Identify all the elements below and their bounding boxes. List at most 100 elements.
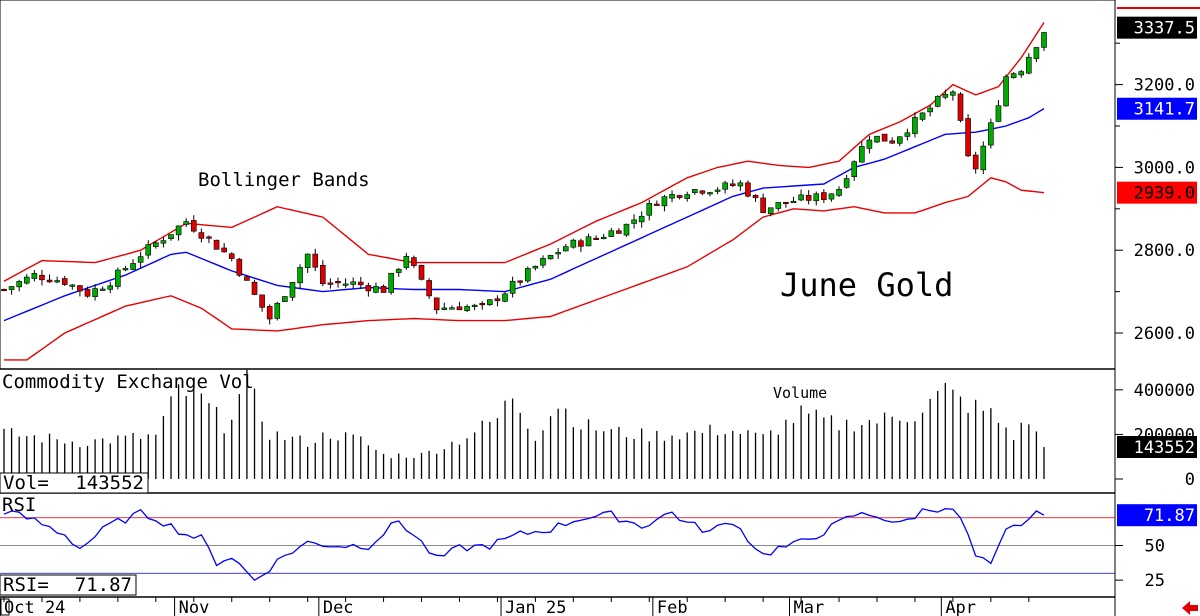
candle-body — [752, 195, 759, 199]
candle-body — [593, 237, 599, 240]
candle-body — [77, 285, 83, 292]
candle-body — [942, 93, 949, 98]
candle-body — [896, 136, 903, 144]
candle-body — [130, 263, 136, 270]
last-price-badge-label: 3337.5 — [1134, 19, 1195, 39]
volume-panel-label: Commodity Exchange Vol — [2, 371, 254, 393]
candle-body — [934, 96, 941, 107]
candle-body — [320, 264, 326, 285]
candle-body — [61, 278, 68, 285]
candle-body — [69, 284, 76, 287]
lower-band-badge — [1117, 181, 1197, 204]
price-tick-label: 2800.0 — [1134, 241, 1195, 261]
month-label: Dec — [323, 598, 354, 616]
candle-body — [137, 256, 144, 263]
rsi-readout-label: RSI= — [3, 574, 49, 596]
candle-body — [547, 255, 554, 260]
candle-body — [608, 230, 615, 237]
candle-body — [31, 273, 38, 279]
band-upper-band — [3, 22, 1045, 282]
candle-body — [532, 265, 539, 269]
month-label: Mar — [793, 598, 824, 616]
candle-body — [988, 122, 994, 146]
candle-body — [775, 202, 782, 209]
candle-body — [722, 182, 728, 190]
candle-body — [221, 247, 227, 253]
volume-tick-label: 400000 — [1134, 381, 1195, 401]
candle-body — [395, 268, 402, 273]
price-axis: 3200.0 3000.0 2800.0 2600.0 — [1115, 42, 1195, 344]
candle-body — [84, 289, 91, 297]
candle-body — [153, 242, 159, 247]
candle-body — [585, 236, 592, 247]
candle-body — [8, 286, 15, 290]
candle-body — [965, 118, 971, 157]
candle-body — [426, 280, 432, 297]
candle-body — [190, 220, 197, 232]
candle-body — [274, 302, 281, 319]
candle-body — [160, 240, 167, 244]
candle-body — [638, 215, 645, 223]
candle-body — [115, 269, 121, 287]
candle-body — [866, 139, 873, 149]
volume-readout-value: 143552 — [75, 472, 144, 494]
candle-body — [1041, 32, 1047, 48]
rsi-panel-label: RSI — [2, 494, 36, 516]
candle-body — [524, 268, 531, 282]
candle-body — [259, 294, 265, 308]
candle-body — [783, 201, 789, 205]
candle-body — [1, 288, 7, 292]
candle-body — [350, 281, 356, 285]
candle-body — [646, 202, 653, 216]
candle-body — [282, 296, 288, 302]
candle-body — [23, 276, 30, 284]
scroll-box-icon[interactable] — [0, 598, 10, 616]
last-price-badge — [1117, 16, 1197, 39]
candle-body — [889, 140, 895, 144]
candle-body — [623, 223, 630, 236]
candle-body — [183, 221, 189, 225]
volume-tick-label: 0 — [1185, 470, 1195, 490]
candle-body — [631, 219, 637, 224]
candle-body — [494, 298, 501, 302]
candle-body — [168, 234, 174, 240]
rsi-series-line — [3, 508, 1045, 582]
candle-body — [449, 307, 455, 310]
rsi-levels — [0, 517, 1115, 574]
candle-body — [972, 154, 979, 170]
candle-body — [654, 203, 660, 206]
candle-body — [312, 253, 319, 268]
candle-body — [874, 135, 880, 143]
scroll-left-arrow-icon[interactable] — [1182, 601, 1198, 615]
value-badges: 143552 71.87 3337.5 3141.7 2939.0 — [1117, 7, 1200, 527]
candle-body — [912, 117, 918, 134]
candle-body — [980, 145, 987, 171]
candle-body — [540, 258, 546, 266]
candle-body — [661, 196, 668, 207]
volume-readout-label: Vol= — [3, 472, 49, 494]
candle-body — [714, 189, 721, 192]
candle-body — [107, 285, 114, 290]
candle-body — [335, 281, 341, 284]
candle-body — [729, 183, 736, 186]
candle-body — [145, 244, 152, 256]
candle-body — [676, 195, 683, 198]
rsi-readout-box — [0, 574, 137, 596]
candle-body — [213, 239, 220, 250]
candle-body — [411, 257, 417, 266]
candle-body — [464, 306, 470, 312]
candle-body — [92, 288, 98, 297]
volume-readout-box — [0, 472, 149, 494]
candle-body — [251, 281, 258, 295]
middle-band-badge — [1117, 97, 1197, 120]
price-tick-label: 2600.0 — [1134, 324, 1195, 344]
candle-body — [357, 281, 364, 286]
candle-body — [562, 246, 569, 252]
candle-body — [244, 276, 250, 281]
candle-body — [418, 264, 425, 280]
candle-body — [304, 253, 311, 268]
volume-last-badge-label: 143552 — [1134, 438, 1195, 458]
candle-body — [570, 239, 577, 248]
candle-body — [327, 282, 334, 285]
candle-body — [39, 274, 45, 281]
